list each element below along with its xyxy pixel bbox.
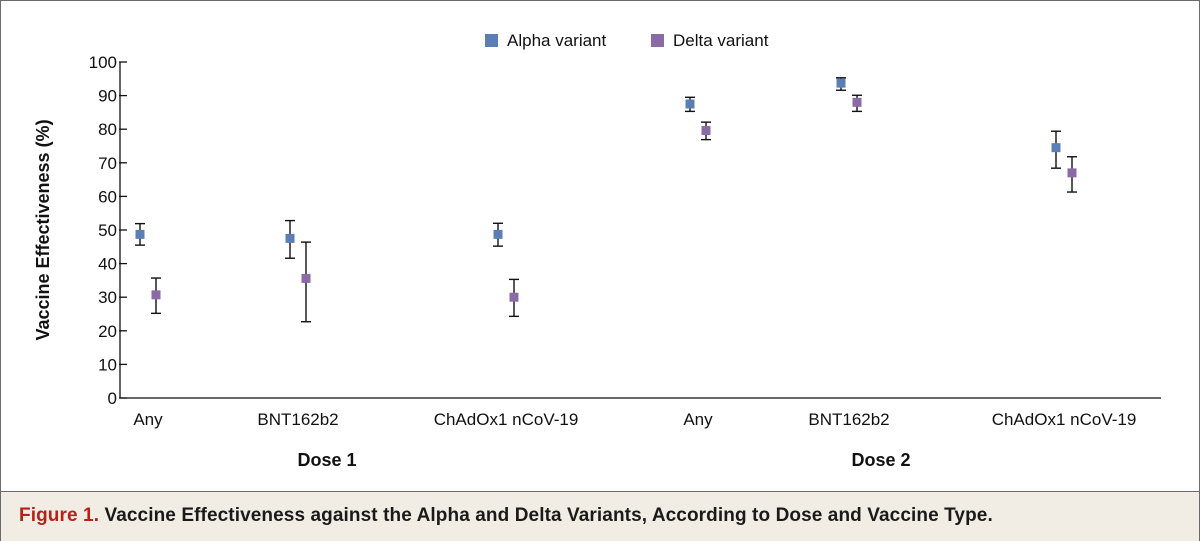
y-tick-label: 60	[98, 187, 117, 206]
data-point	[509, 292, 519, 302]
data-point	[852, 97, 862, 107]
x-tick-label: ChAdOx1 nCoV-19	[434, 410, 579, 429]
data-point	[301, 273, 311, 283]
chart: Alpha variant Delta variant 0 10 20 30 40 50 60…	[33, 31, 1161, 470]
x-group-label: Dose 2	[851, 450, 910, 470]
y-tick-label: 50	[98, 221, 117, 240]
x-tick-label: ChAdOx1 nCoV-19	[992, 410, 1137, 429]
y-tick-label: 70	[98, 154, 117, 173]
data-point	[1051, 143, 1061, 153]
data-point	[701, 126, 711, 136]
y-tick-label: 40	[98, 255, 117, 274]
y-tick-label: 90	[98, 87, 117, 106]
figure-title: Vaccine Effectiveness against the Alpha …	[99, 505, 993, 526]
legend-swatch	[651, 34, 664, 47]
plot-area: Alpha variant Delta variant 0 10 20 30 40 50 60…	[1, 1, 1199, 491]
data-point	[151, 290, 161, 300]
data-point	[685, 99, 695, 109]
x-tick-label: Any	[133, 410, 163, 429]
series-2	[151, 94, 1077, 323]
data-point	[1067, 168, 1077, 178]
x-tick-label: BNT162b2	[257, 410, 338, 429]
x-tick-label: Any	[683, 410, 713, 429]
y-tick-label: 0	[108, 389, 117, 408]
data-point	[493, 229, 503, 239]
x-tick-label: BNT162b2	[808, 410, 889, 429]
y-axis: 0 10 20 30 40 50 60 70 80 90 100 Vaccine Effectiven…	[33, 53, 127, 408]
figure-caption: Figure 1. Vaccine Effectiveness against …	[19, 505, 993, 527]
data-point	[135, 229, 145, 239]
x-axis: Any BNT162b2 ChAdOx1 nCoV-19 Any BNT162b2 ChA…	[120, 397, 1161, 470]
y-tick-label: 30	[98, 288, 117, 307]
data-marks	[135, 77, 1077, 323]
legend: Alpha variant Delta variant	[485, 31, 769, 50]
data-point	[285, 233, 295, 243]
legend-label: Alpha variant	[507, 31, 607, 50]
legend-label: Delta variant	[673, 31, 769, 50]
y-tick-label: 100	[89, 53, 117, 72]
data-point	[836, 78, 846, 88]
caption-bar: Figure 1. Vaccine Effectiveness against …	[1, 491, 1199, 541]
y-axis-title: Vaccine Effectiveness (%)	[33, 119, 53, 340]
y-tick-label: 10	[98, 355, 117, 374]
legend-swatch	[485, 34, 498, 47]
figure-label: Figure 1.	[19, 505, 100, 526]
series-1	[135, 77, 1061, 259]
y-tick-label: 80	[98, 120, 117, 139]
y-tick-label: 20	[98, 322, 117, 341]
x-group-label: Dose 1	[297, 450, 356, 470]
